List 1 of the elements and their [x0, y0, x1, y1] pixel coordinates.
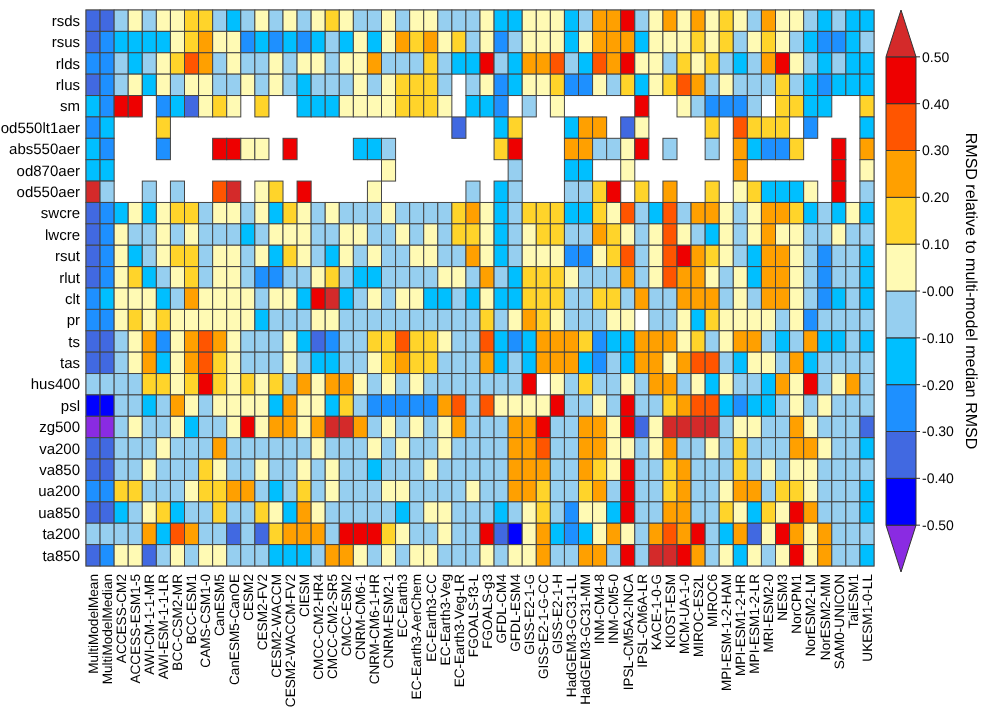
color-bar-title: RMSD relative to multi-model median RMSD	[962, 132, 981, 450]
